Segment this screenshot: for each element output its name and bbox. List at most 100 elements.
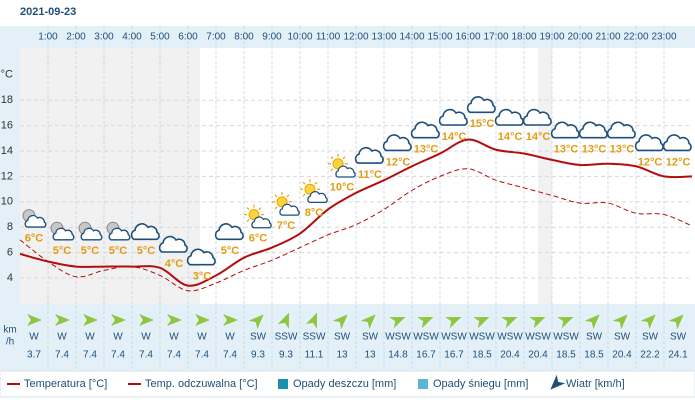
y-tick-label: 10 [1,196,13,208]
wind-speed: 16.7 [416,350,436,361]
cloud [606,121,636,139]
wind-speed: 18.5 [584,350,604,361]
weather-icon [634,134,664,152]
weather-icon [382,134,412,152]
wind-direction: W [197,332,207,343]
wind-arrow [668,314,684,330]
cloud [251,216,272,229]
weather-icon [130,223,160,241]
temp-label: 8°C [305,207,324,219]
temp-label: 5°C [53,245,72,257]
wind-direction: WSW [469,332,495,343]
y-tick-label: 4 [7,272,13,284]
wind-direction: WSW [497,332,523,343]
cloud [410,121,440,139]
sun-ray [342,156,346,160]
temp-label: 7°C [277,220,296,232]
wind-speed: 11.1 [305,350,324,361]
cloud [80,227,103,241]
temp-label: 12°C [666,156,691,168]
wind-arrow [277,312,290,329]
wind-arrow [529,316,546,329]
wind-speed: 22.2 [640,350,660,361]
wind-direction: SSW [275,332,298,343]
wind-direction: SSW [303,332,326,343]
temp-label: 13°C [414,144,439,156]
wind-arrow [389,316,406,329]
wind-direction: WSW [441,332,467,343]
temp-label: 12°C [386,156,411,168]
wind-arrow [305,312,318,329]
wind-arrow [584,314,600,330]
wind-speed: 20.4 [528,350,548,361]
wind-direction: W [29,332,39,343]
x-tick-label: 1:00 [38,32,58,43]
sun-ray [302,181,306,185]
wind-speed: 16.7 [444,350,464,361]
cloud [662,134,692,152]
wind-direction: W [113,332,123,343]
weather-icon [438,108,468,126]
x-tick-label: 9:00 [262,32,282,43]
wind-arrow [83,314,98,326]
wind-arrow [139,314,154,326]
temp-label: 12°C [638,156,663,168]
temp-label: 3°C [193,271,212,283]
wind-speed: 9.3 [279,350,293,361]
x-tick-label: 7:00 [206,32,226,43]
wind-arrow [248,314,264,330]
weather-icon [106,221,131,241]
x-tick-label: 18:00 [511,32,536,43]
weather-icon [606,121,636,139]
wind-direction: SW [334,332,351,343]
x-tick-label: 16:00 [455,32,480,43]
temp-label: 11°C [358,169,382,181]
wind-speed: 9.3 [251,350,265,361]
wind-speed: 3.7 [27,350,41,361]
wind-speed: 7.4 [83,350,97,361]
cloud [578,121,608,139]
temp-label: 5°C [109,245,128,257]
temp-label: 14°C [526,131,551,143]
temp-label: 13°C [582,144,607,156]
x-tick-label: 13:00 [371,32,396,43]
legend-swatch [418,379,428,389]
legend-label: Temperatura [°C] [24,378,107,390]
cloud [550,121,580,139]
wind-speed: 20.4 [500,350,520,361]
temp-label: 4°C [165,258,184,270]
weather-icon [272,191,300,216]
wind-direction: SW [670,332,687,343]
hour-band [0,26,695,48]
wind-arrow [445,316,462,329]
sun-ray [330,168,334,172]
weather-icon [214,223,244,241]
cloud [522,108,552,126]
wind-direction: WSW [553,332,579,343]
series-line [19,168,693,292]
wind-speed: 13 [336,350,348,361]
sun-ray [258,207,262,211]
legend-label: Wiatr [km/h] [566,378,625,390]
sun-ray [274,206,278,210]
wind-speed: 18.5 [472,350,492,361]
x-tick-label: 3:00 [94,32,114,43]
cloud [438,108,468,126]
weather-icon [50,221,75,241]
wind-direction: SW [642,332,659,343]
temp-label: 6°C [25,233,44,245]
x-tick-label: 20:00 [567,32,592,43]
wind-direction: W [57,332,67,343]
wind-direction: SW [614,332,631,343]
legend-label: Opady deszczu [mm] [293,378,396,390]
wind-direction: WSW [413,332,439,343]
weather-icon [158,235,188,253]
weather-icon [186,248,216,266]
weather-icon [578,121,608,139]
x-tick-label: 6:00 [178,32,198,43]
x-tick-label: 12:00 [343,32,368,43]
temp-label: 5°C [221,245,240,257]
wind-arrow [360,314,376,330]
cloud [307,190,328,204]
x-tick-label: 11:00 [316,32,341,43]
